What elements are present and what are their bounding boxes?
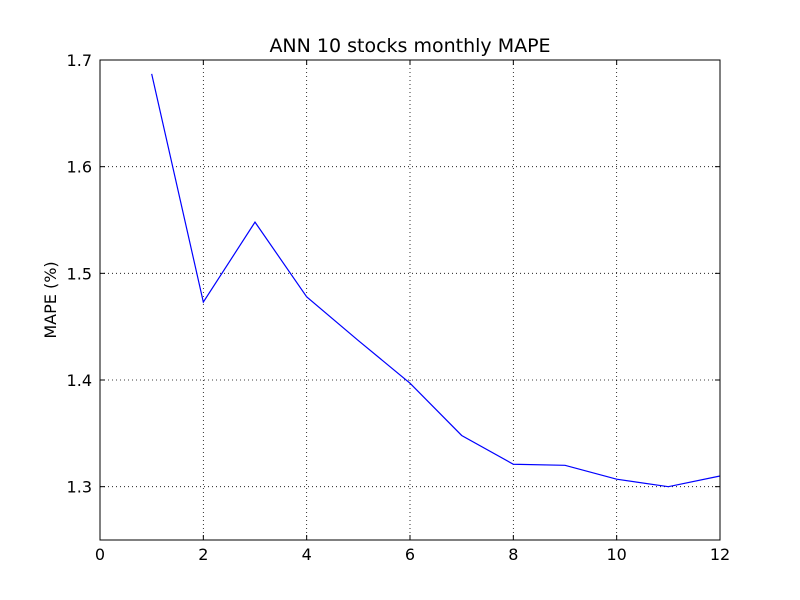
x-axis: 0 2 4 6 8 10 12 [95, 60, 730, 564]
y-tick-label: 1.5 [67, 264, 92, 283]
x-tick-label: 4 [302, 545, 312, 564]
grid [100, 60, 720, 540]
x-tick-label: 10 [606, 545, 626, 564]
x-tick-label: 6 [405, 545, 415, 564]
y-tick-label: 1.7 [67, 51, 92, 70]
series-line [151, 73, 721, 488]
y-tick-label: 1.6 [67, 158, 92, 177]
chart-title: ANN 10 stocks monthly MAPE [269, 35, 550, 57]
y-axis-label: MAPE (%) [41, 261, 60, 338]
x-tick-label: 8 [508, 545, 518, 564]
y-axis: 1.3 1.4 1.5 1.6 1.7 [67, 51, 720, 497]
series-layer [151, 73, 721, 488]
y-tick-label: 1.3 [67, 478, 92, 497]
x-tick-label: 0 [95, 545, 105, 564]
x-tick-label: 12 [710, 545, 730, 564]
x-tick-label: 2 [198, 545, 208, 564]
y-tick-label: 1.4 [67, 371, 92, 390]
